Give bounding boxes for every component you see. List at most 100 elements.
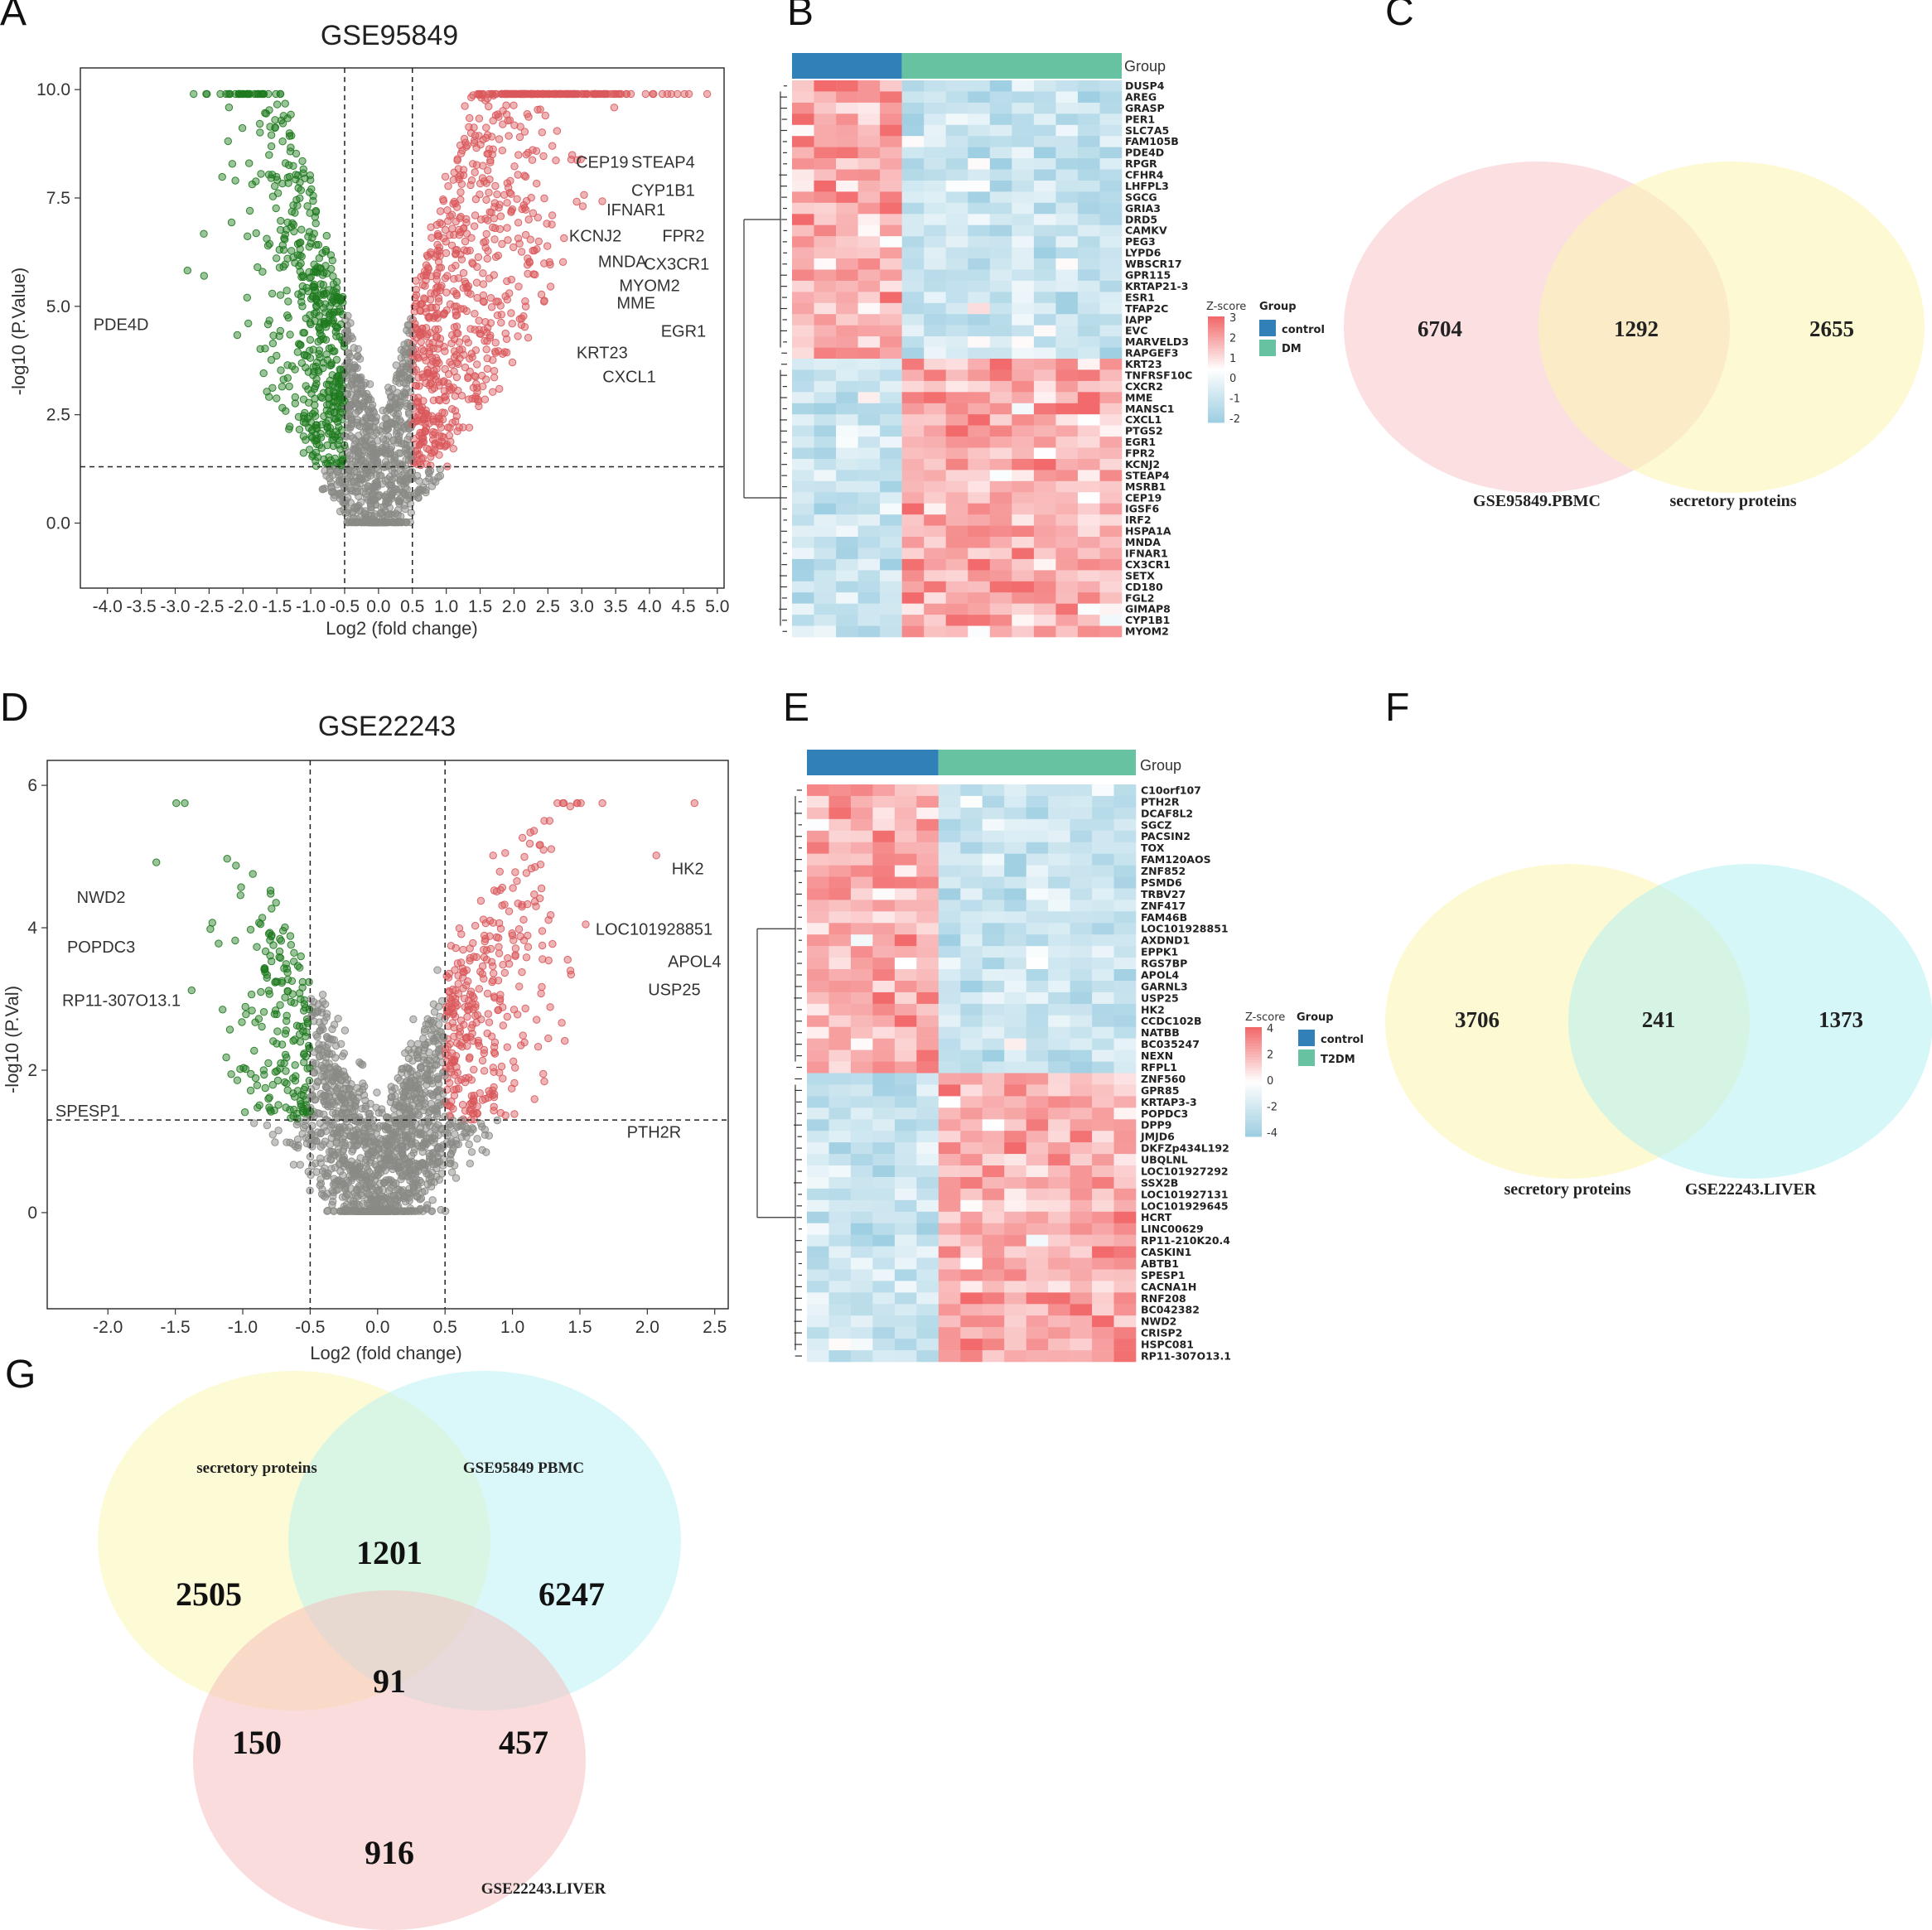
heatmap-cell [792, 258, 814, 270]
heatmap-cell [857, 247, 881, 259]
up-regulated-point [501, 329, 510, 338]
down-regulated-point [278, 138, 287, 146]
up-regulated-point [450, 1032, 458, 1041]
heatmap-cell [1077, 425, 1100, 437]
up-regulated-point [463, 1042, 471, 1050]
down-regulated-point [265, 316, 273, 325]
down-regulated-point [250, 1046, 258, 1055]
down-regulated-point [291, 399, 299, 408]
down-regulated-point [231, 936, 239, 945]
heatmap-cell [792, 181, 814, 192]
up-regulated-point [459, 166, 468, 174]
heatmap-cell [1099, 102, 1123, 114]
up-regulated-point [434, 414, 442, 422]
heatmap-cell [1055, 224, 1079, 237]
non-significant-point [355, 1201, 363, 1209]
up-regulated-point [418, 281, 427, 289]
non-significant-point [331, 1068, 340, 1076]
heatmap-cell [792, 414, 814, 426]
up-regulated-point [528, 156, 537, 164]
heatmap-cell [924, 214, 946, 225]
non-significant-point [346, 400, 355, 409]
up-regulated-point [519, 200, 528, 210]
heatmap-cell [1033, 169, 1056, 181]
non-significant-point [405, 410, 413, 418]
heatmap-cell [1077, 336, 1100, 348]
non-significant-point [403, 321, 412, 329]
down-regulated-point [336, 390, 344, 398]
up-regulated-point [490, 886, 499, 895]
up-regulated-point [559, 799, 568, 808]
heatmap-cell [857, 581, 881, 593]
down-regulated-point [257, 170, 265, 178]
heatmap-cell [1077, 314, 1100, 326]
up-regulated-point [508, 929, 516, 938]
up-regulated-point [415, 403, 423, 412]
up-regulated-point [469, 938, 477, 948]
heatmap-cell [1033, 147, 1056, 159]
y-tick-label: 10.0 [36, 80, 70, 99]
down-regulated-point [265, 990, 273, 998]
up-regulated-point [437, 423, 446, 432]
up-regulated-point [511, 1064, 519, 1072]
non-significant-point [331, 1054, 340, 1062]
up-regulated-point [501, 849, 510, 857]
heatmap-cell [1077, 214, 1100, 225]
heatmap-cell [1012, 292, 1035, 304]
heatmap-cell [1077, 292, 1100, 304]
up-regulated-point [482, 955, 491, 964]
down-regulated-point [232, 861, 240, 870]
up-regulated-point [449, 445, 457, 453]
heatmap-cell [1055, 136, 1079, 147]
heatmap-cell [814, 302, 837, 315]
heatmap-cell [792, 113, 814, 125]
heatmap-cell [1077, 80, 1100, 92]
down-regulated-point [290, 227, 298, 236]
down-regulated-point [187, 986, 196, 995]
heatmap-cell [1012, 470, 1035, 482]
up-regulated-point [516, 932, 524, 941]
heatmap-cell [880, 603, 902, 615]
heatmap-cell [945, 414, 968, 426]
up-regulated-point [524, 215, 533, 224]
heatmap-cell [836, 169, 858, 181]
up-regulated-point [503, 224, 511, 232]
heatmap-cell [989, 558, 1012, 571]
non-significant-point [399, 1081, 408, 1090]
up-regulated-point [508, 320, 516, 328]
heatmap-cell [901, 191, 925, 204]
down-regulated-point [225, 1025, 234, 1034]
non-significant-point [447, 1168, 456, 1177]
heatmap-cell [1099, 147, 1123, 159]
down-regulated-point [319, 335, 327, 343]
up-regulated-point [481, 937, 489, 946]
non-significant-point [449, 1143, 457, 1152]
up-regulated-point [514, 234, 523, 243]
up-regulated-point [454, 1077, 462, 1085]
heatmap-cell [901, 514, 925, 526]
up-regulated-point [622, 89, 630, 99]
heatmap-cell [880, 537, 902, 548]
non-significant-point [381, 499, 390, 508]
gene-label-pde4d: PDE4D [94, 316, 149, 335]
non-significant-point [409, 1182, 418, 1191]
down-regulated-point [240, 1108, 249, 1117]
non-significant-point [344, 384, 352, 393]
heatmap-cell [989, 514, 1012, 526]
non-significant-point [368, 440, 377, 448]
heatmap-cell [1012, 124, 1035, 137]
heatmap-cell [989, 214, 1012, 225]
heatmap-cell [1055, 336, 1079, 348]
heatmap-cell [1033, 403, 1056, 415]
heatmap-cell [989, 480, 1012, 493]
up-regulated-point [537, 989, 545, 998]
heatmap-cell [1012, 314, 1035, 326]
non-significant-point [405, 1196, 413, 1205]
down-regulated-point [299, 395, 308, 403]
heatmap-cell [924, 347, 946, 359]
down-regulated-point [259, 1008, 268, 1016]
heatmap-cell [857, 369, 881, 382]
heatmap-cell [857, 558, 881, 571]
heatmap-cell [836, 470, 858, 482]
heatmap-cell [1099, 181, 1123, 192]
